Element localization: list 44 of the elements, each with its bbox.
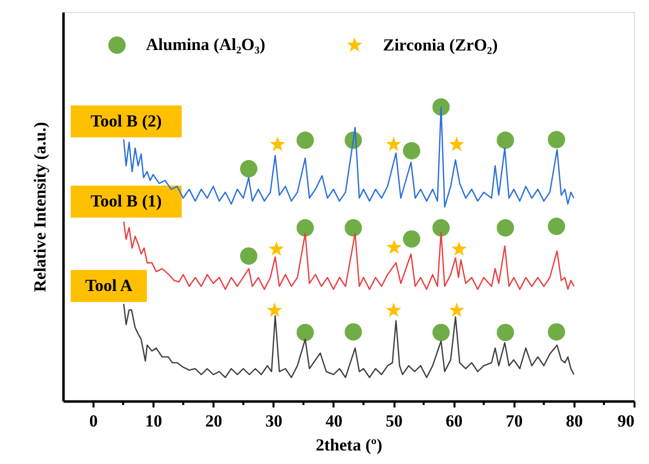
point — [432, 98, 450, 116]
x-tick-label: 70 — [506, 412, 523, 430]
point — [240, 160, 258, 178]
x-tick-label: 90 — [618, 412, 634, 430]
x-tick-label: 80 — [566, 412, 583, 430]
point — [496, 132, 514, 149]
point — [266, 302, 282, 317]
point — [296, 132, 314, 149]
series-label: Tool B (2) — [90, 111, 162, 130]
point — [496, 219, 514, 236]
x-tick-label: 40 — [325, 412, 342, 430]
x-tick-label: 10 — [145, 412, 162, 430]
x-tick-label: 20 — [205, 412, 222, 430]
point — [402, 142, 420, 160]
point — [548, 323, 566, 341]
point — [496, 324, 514, 342]
point — [344, 219, 362, 236]
point — [432, 219, 450, 236]
point — [449, 136, 464, 152]
point — [296, 324, 314, 342]
series-label: Tool B (1) — [90, 192, 162, 211]
point — [386, 302, 402, 317]
point — [451, 241, 467, 256]
point — [449, 302, 464, 317]
y-axis-title: Relative Intensity (a.u.) — [30, 122, 50, 292]
x-tick-label: 0 — [89, 412, 98, 430]
x-axis-title: 2theta (º) — [316, 436, 382, 454]
legend-label: Zirconia (ZrO₂) — [383, 35, 498, 54]
point — [548, 218, 566, 235]
x-tick-label: 50 — [386, 412, 403, 430]
point — [268, 241, 284, 256]
point — [240, 247, 258, 265]
point — [386, 239, 402, 254]
point — [344, 323, 362, 341]
point — [548, 130, 566, 148]
point — [386, 136, 402, 152]
point — [402, 230, 420, 248]
legend-label: Alumina (Al₂O₃) — [146, 35, 266, 54]
point — [296, 219, 314, 236]
point — [432, 324, 450, 342]
x-tick-label: 60 — [446, 412, 463, 430]
point — [270, 136, 286, 152]
x-tick-label: 30 — [265, 412, 282, 430]
series-label: Tool A — [85, 276, 134, 295]
